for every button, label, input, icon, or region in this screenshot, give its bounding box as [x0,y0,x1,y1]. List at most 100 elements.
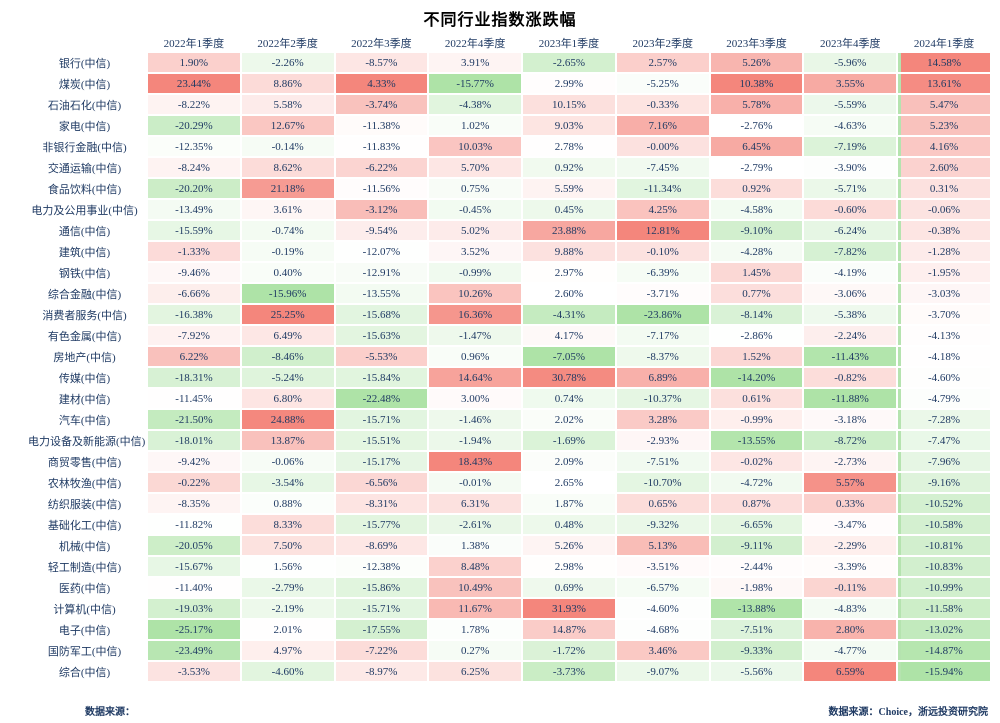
heatmap-cell: 10.26% [429,284,522,303]
heatmap-cell: -15.77% [429,74,522,93]
table-row: 农林牧渔(中信) -0.22% -3.54% -6.56% -0.01% 2.65% -10… [28,473,990,492]
table-row: 石油石化(中信) -8.22% 5.58% -3.74% -4.38% 10.15% -0.… [28,95,990,114]
heatmap-cell: 8.33% [241,515,334,534]
heatmap-cell: 1.52% [710,347,803,366]
row-label: 传媒(中信) [58,372,111,385]
heatmap-cell: -7.96% [898,452,990,471]
heatmap-cell: -6.24% [804,221,897,240]
chart-title: 不同行业指数涨跌幅 [423,12,577,29]
heatmap-cell: 5.70% [429,158,522,177]
heatmap-cell: -25.17% [148,620,240,639]
heatmap-cell: -6.22% [335,158,428,177]
heatmap-cell: 2.99% [523,74,615,93]
heatmap-cell: 5.59% [523,179,615,198]
heatmap-cell: 0.45% [523,200,615,219]
heatmap-cell: -3.47% [804,515,897,534]
heatmap-cell: 13.87% [241,431,334,450]
heatmap-cell: -6.66% [148,284,240,303]
heatmap-cell: -11.40% [148,578,240,597]
heatmap-cell: 25.25% [241,305,334,324]
heatmap-cell: -2.86% [710,326,803,345]
row-label: 非银行金融(中信) [42,141,127,154]
heatmap-cell: -7.92% [148,326,240,345]
heatmap-cell: 11.67% [429,599,522,618]
table-row: 非银行金融(中信) -12.35% -0.14% -11.83% 10.03% 2.78%… [28,137,990,156]
heatmap-cell: 5.47% [898,95,990,114]
heatmap-cell: 2.60% [898,158,990,177]
heatmap-cell: -0.00% [616,137,709,156]
heatmap-cell: -8.24% [148,158,240,177]
source-note-right: 数据来源：Choice，浙远投资研究院 [828,707,988,718]
heatmap-cell: -3.03% [898,284,990,303]
table-row: 建材(中信) -11.45% 6.80% -22.48% 3.00% 0.74% -10.3… [28,389,990,408]
heatmap-cell: -8.37% [616,347,709,366]
heatmap-cell: -15.84% [335,368,428,387]
heatmap-cell: -8.22% [148,95,240,114]
heatmap-cell: 2.09% [523,452,615,471]
heatmap-cell: 7.50% [241,536,334,555]
heatmap-cell: -4.68% [616,620,709,639]
heatmap-cell: 13.61% [898,74,990,93]
heatmap-cell: -0.33% [616,95,709,114]
heatmap-cell: 30.78% [523,368,615,387]
table-row: 纺织服装(中信) -8.35% 0.88% -8.31% 6.31% 1.87% 0.65%… [28,494,990,513]
row-label: 建筑(中信) [58,246,111,259]
column-header: 2023年1季度 [538,37,600,50]
heatmap-cell: -7.51% [710,620,803,639]
heatmap-cell: 5.13% [616,536,709,555]
heatmap-cell: -0.82% [804,368,897,387]
heatmap-cell: 31.93% [523,599,615,618]
row-label: 纺织服装(中信) [47,498,122,511]
heatmap-cell: -6.39% [616,263,709,282]
column-header: 2023年4季度 [819,37,881,50]
heatmap-cell: 0.65% [616,494,709,513]
heatmap-cell: -4.19% [804,263,897,282]
heatmap-cell: -3.39% [804,557,897,576]
heatmap-cell: -0.60% [804,200,897,219]
heatmap-cell: 6.25% [429,662,522,681]
heatmap-cell: 3.55% [804,74,897,93]
row-label: 房地产(中信) [53,351,116,364]
heatmap-cell: -7.47% [898,431,990,450]
heatmap-cell: -1.94% [429,431,522,450]
heatmap-cell: -15.51% [335,431,428,450]
heatmap-cell: -4.38% [429,95,522,114]
heatmap-cell: -7.51% [616,452,709,471]
heatmap-cell: -0.06% [898,200,990,219]
heatmap-cell: 1.38% [429,536,522,555]
heatmap-cell: -12.38% [335,557,428,576]
heatmap-cell: -0.06% [241,452,334,471]
heatmap-cell: -8.69% [335,536,428,555]
heatmap-cell: 2.78% [523,137,615,156]
heatmap-cell: 2.01% [241,620,334,639]
heatmap-cell: 2.02% [523,410,615,429]
heatmap-cell: 5.02% [429,221,522,240]
heatmap-cell: -13.49% [148,200,240,219]
heatmap-cell: -1.98% [710,578,803,597]
table-row: 食品饮料(中信) -20.20% 21.18% -11.56% 0.75% 5.59% -1… [28,179,990,198]
heatmap-cell: -17.55% [335,620,428,639]
heatmap-cell: -9.33% [710,641,803,660]
heatmap-cell: 9.03% [523,116,615,135]
row-label: 电子(中信) [58,624,111,637]
heatmap-cell: -4.18% [898,347,990,366]
heatmap-cell: 0.88% [241,494,334,513]
row-label: 医药(中信) [58,582,111,595]
heatmap-cell: 6.80% [241,389,334,408]
row-label: 钢铁(中信) [58,267,111,280]
heatmap-cell: 1.45% [710,263,803,282]
heatmap-cell: 5.26% [523,536,615,555]
heatmap-cell: -11.82% [148,515,240,534]
heatmap-cell: 0.74% [523,389,615,408]
table-row: 消费者服务(中信) -16.38% 25.25% -15.68% 16.36% -4.31… [28,305,990,324]
heatmap-cell: 3.61% [241,200,334,219]
heatmap-cell: 3.91% [429,53,522,72]
row-label: 农林牧渔(中信) [47,477,122,490]
heatmap-cell: 2.98% [523,557,615,576]
heatmap-cell: 2.97% [523,263,615,282]
row-label: 综合金融(中信) [47,288,122,301]
heatmap-cell: -7.22% [335,641,428,660]
heatmap-cell: -4.58% [710,200,803,219]
column-header: 2022年3季度 [351,37,412,50]
row-label: 银行(中信) [58,57,111,70]
